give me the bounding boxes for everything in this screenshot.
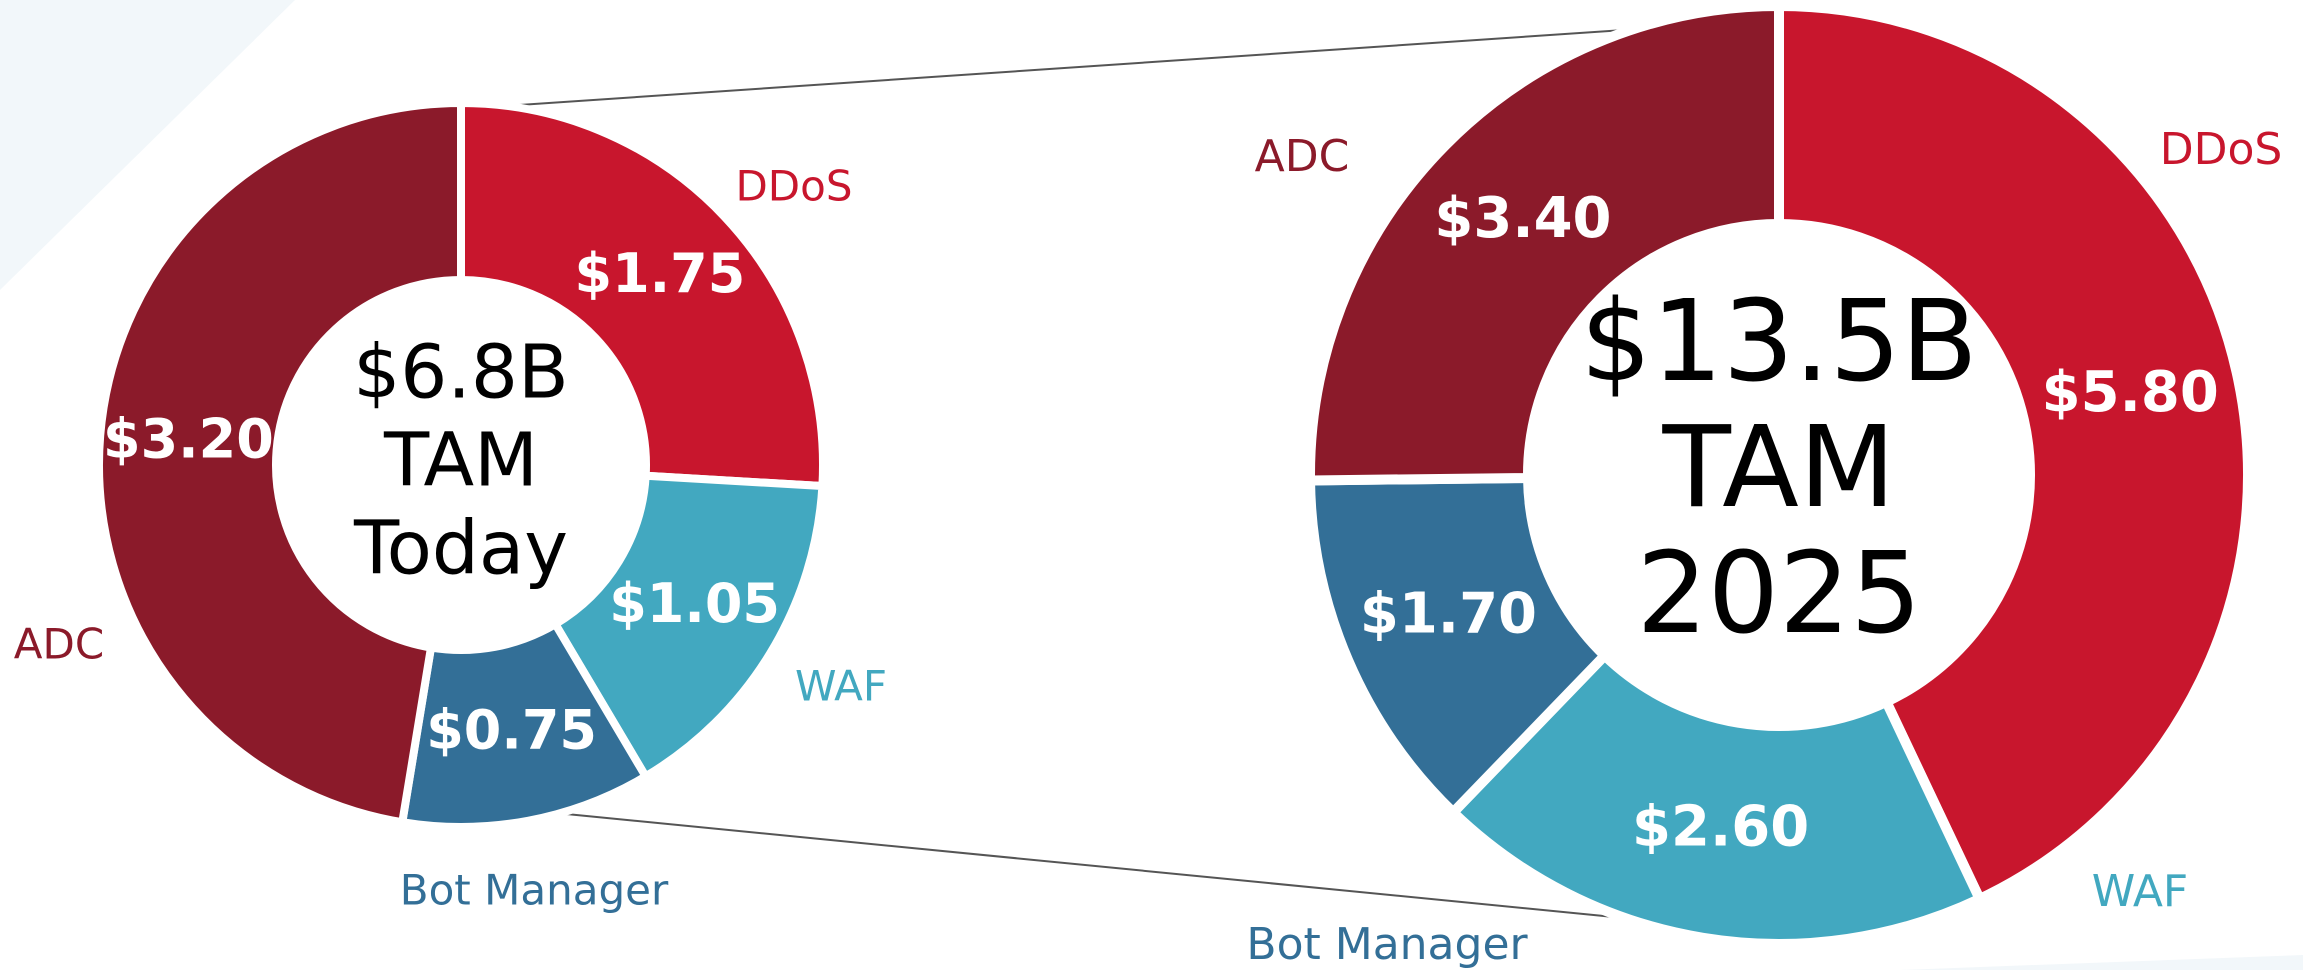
donut-segment [95, 98, 465, 827]
category-label: WAF [795, 662, 887, 711]
center-text: $13.5B [1580, 277, 1977, 407]
background-shape [0, 0, 295, 290]
value-label: $1.70 [1360, 582, 1537, 647]
donut-segment [549, 471, 827, 782]
donut-segment [1305, 0, 1784, 486]
center-text: TAM [383, 418, 538, 504]
value-label: $1.05 [609, 572, 780, 635]
center-text: 2025 [1636, 529, 1921, 659]
connector-line [474, 26, 1669, 109]
center-text: TAM [1662, 403, 1896, 533]
category-label: ADC [14, 620, 104, 669]
donut-segment [1446, 648, 1987, 949]
background-shape [1900, 955, 2303, 970]
value-label: $3.20 [103, 407, 274, 470]
donut-segment [457, 98, 827, 491]
donut-segment [1304, 472, 1612, 820]
value-label: $3.40 [1434, 186, 1611, 251]
category-label: DDoS [735, 162, 852, 211]
value-label: $2.60 [1632, 794, 1809, 859]
value-label: $5.80 [2042, 360, 2219, 425]
category-label: Bot Manager [1246, 919, 1528, 970]
category-label: DDoS [2160, 124, 2283, 175]
center-text: Today [353, 506, 568, 592]
category-label: WAF [2092, 866, 2189, 917]
category-label: ADC [1255, 131, 1350, 182]
value-label: $0.75 [426, 698, 597, 761]
center-text: $6.8B [353, 330, 569, 416]
donut-segment [1774, 0, 2253, 906]
category-label: Bot Manager [400, 866, 669, 915]
value-label: $1.75 [575, 242, 746, 305]
connector-line [545, 811, 1625, 919]
